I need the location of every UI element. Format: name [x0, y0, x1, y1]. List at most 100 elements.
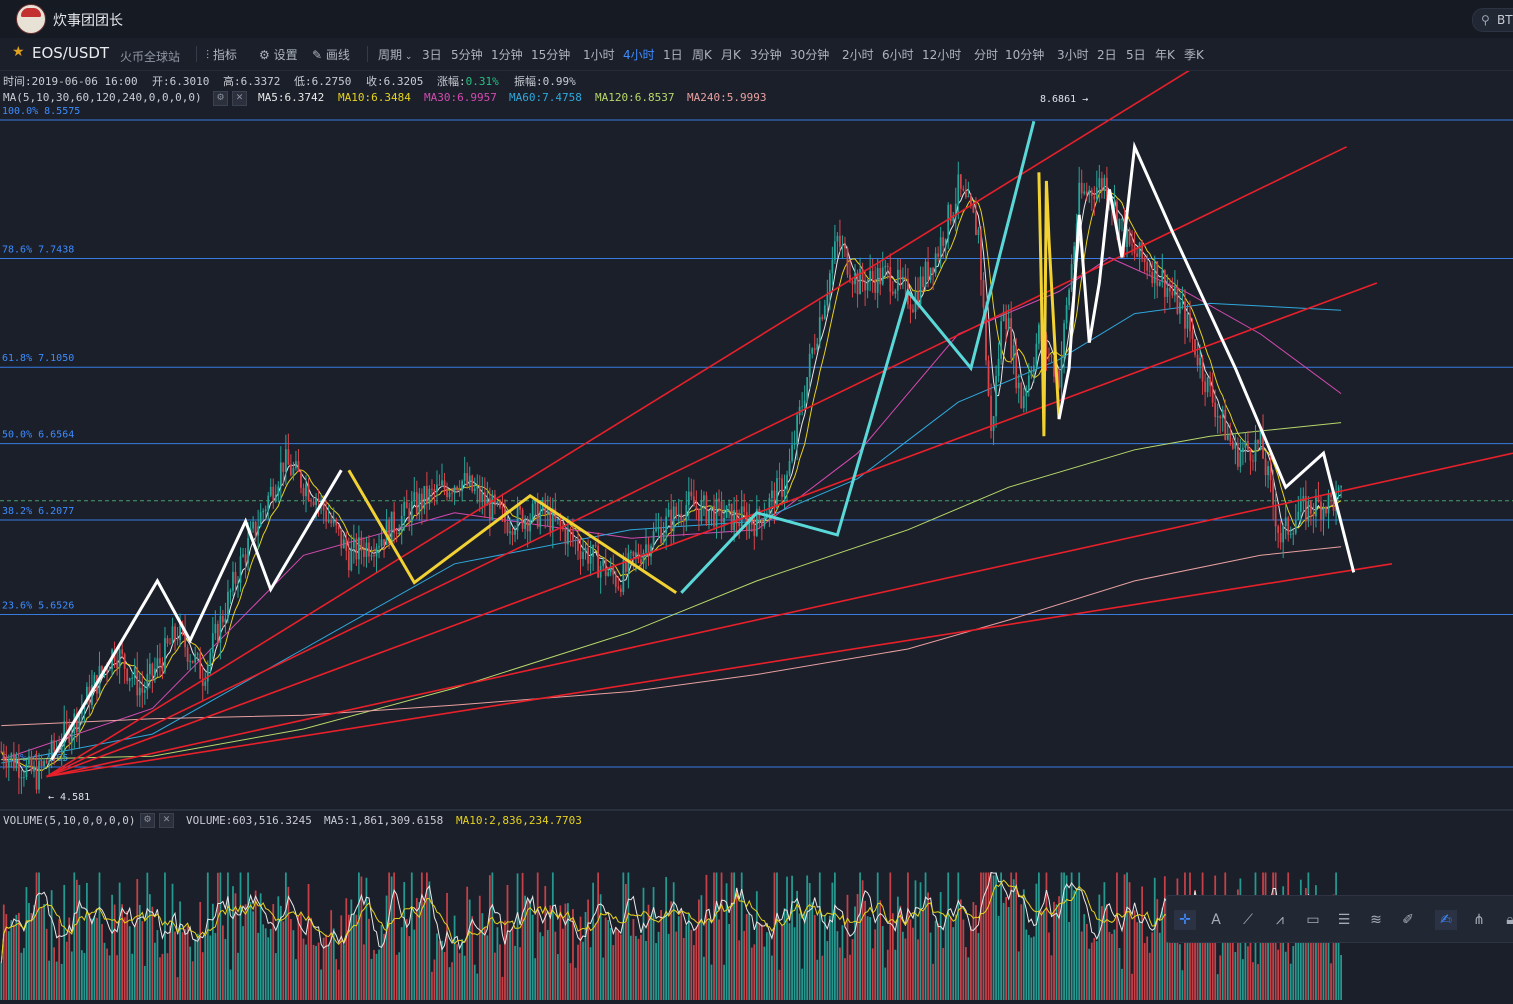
period-16[interactable]: 3小时 [1057, 48, 1089, 62]
period-5[interactable]: 4小时 [623, 48, 655, 62]
candle-body [622, 560, 625, 593]
candle-body [587, 547, 589, 564]
line-tool-icon[interactable]: ⟋ [1243, 912, 1253, 928]
period-1[interactable]: 5分钟 [451, 48, 483, 62]
period-11[interactable]: 2小时 [842, 48, 874, 62]
period-20[interactable]: 季K [1184, 48, 1204, 62]
brush-tool-icon[interactable]: ✍ [1435, 910, 1457, 930]
candle-body [823, 305, 826, 319]
ma-settings-icon[interactable]: ⚙ [213, 91, 228, 106]
candle [1045, 332, 1048, 371]
volume-bar [524, 895, 526, 1000]
period-17[interactable]: 2日 [1097, 48, 1117, 62]
rectangle-tool-icon[interactable]: ▭ [1306, 912, 1320, 928]
candle-body [259, 512, 262, 527]
period-6[interactable]: 1日 [663, 48, 683, 62]
volume-bar [763, 946, 766, 1000]
candle-body [441, 480, 443, 486]
candle [1048, 347, 1050, 362]
candle [826, 279, 829, 315]
candle-body [1194, 339, 1196, 355]
volume-bar [521, 872, 524, 1000]
candle-body [476, 486, 479, 489]
candle-body [660, 527, 662, 544]
candle [1038, 322, 1040, 350]
ma-close-icon[interactable]: ✕ [232, 91, 247, 106]
candle-body [184, 630, 186, 648]
period-9[interactable]: 3分钟 [750, 48, 782, 62]
volume-bar [778, 969, 781, 1000]
indicator-button[interactable]: ⫶ 指标 [206, 48, 237, 62]
candle [1249, 448, 1252, 475]
period-0[interactable]: 3日 [422, 48, 442, 62]
volume-bar [249, 902, 252, 1000]
volume-bar [126, 911, 129, 1000]
lock-tool-icon[interactable]: 🔒︎ [1506, 912, 1513, 928]
volume-bar [962, 919, 965, 1000]
candle-body [793, 444, 796, 446]
period-3[interactable]: 15分钟 [531, 48, 571, 62]
settings-button[interactable]: ⚙ 设置 [259, 48, 298, 62]
candle-body [1010, 318, 1013, 359]
symbol-name[interactable]: EOS/USDT [32, 44, 110, 62]
candle-body [1179, 302, 1181, 314]
star-icon[interactable]: ★ [12, 44, 25, 60]
period-4[interactable]: 1小时 [583, 48, 615, 62]
candle [420, 488, 423, 525]
candle-body [363, 550, 365, 557]
volume-bar [1098, 894, 1101, 1000]
volume-bar [1060, 872, 1063, 1000]
period-dropdown[interactable]: 周期 ⌄ [378, 48, 413, 62]
crosshair-tool-icon[interactable]: ✛ [1174, 910, 1196, 930]
volume-bar [1053, 901, 1055, 1000]
period-15[interactable]: 10分钟 [1005, 48, 1045, 62]
volume-bar [111, 894, 113, 1000]
candle [675, 502, 678, 520]
volume-bar [25, 887, 28, 1000]
volume-settings-icon[interactable]: ⚙ [140, 813, 155, 828]
fib-tool-icon[interactable]: ☰ [1337, 912, 1351, 928]
candle-body [640, 559, 642, 564]
user-name[interactable]: 炊事团团长 [53, 13, 123, 29]
candle-body [420, 493, 423, 509]
candle-body [426, 485, 428, 504]
candle [1118, 218, 1121, 239]
text-tool-icon[interactable]: A [1211, 912, 1221, 928]
volume-bar [312, 944, 315, 1000]
period-7[interactable]: 周K [692, 48, 712, 62]
volume-bar [534, 958, 537, 1000]
volume-bar [630, 935, 632, 1000]
volume-bar [247, 872, 249, 1000]
period-10[interactable]: 30分钟 [790, 48, 830, 62]
candle [753, 514, 756, 550]
volume-bar [375, 953, 378, 1000]
volume-bar [715, 872, 718, 1000]
candle-body [1239, 452, 1242, 467]
candle [944, 238, 947, 261]
period-18[interactable]: 5日 [1126, 48, 1146, 62]
volume-bar [645, 940, 647, 1000]
pattern-tool-icon[interactable]: ≋ [1370, 912, 1382, 928]
candle-body [713, 505, 715, 527]
candle [1121, 217, 1123, 232]
search-input[interactable]: ⚲ BT [1472, 8, 1513, 32]
period-2[interactable]: 1分钟 [491, 48, 523, 62]
magnet-tool-icon[interactable]: ⋔ [1473, 912, 1485, 928]
period-12[interactable]: 6小时 [882, 48, 914, 62]
period-8[interactable]: 月K [721, 48, 741, 62]
draw-line-button[interactable]: ✎ 画线 [312, 48, 350, 62]
candle [1247, 430, 1249, 452]
avatar[interactable] [16, 4, 46, 34]
candle-body [997, 358, 1000, 376]
volume-close-icon[interactable]: ✕ [159, 813, 174, 828]
candle-body [949, 204, 952, 222]
ruler-tool-icon[interactable]: ✐ [1402, 912, 1414, 928]
wave-tool-icon[interactable]: ⩘ [1276, 912, 1284, 928]
volume-bar [861, 880, 864, 1000]
period-13[interactable]: 12小时 [922, 48, 962, 62]
candle [660, 516, 662, 546]
period-19[interactable]: 年K [1155, 48, 1175, 62]
candle [834, 224, 836, 265]
period-14[interactable]: 分时 [974, 48, 999, 62]
